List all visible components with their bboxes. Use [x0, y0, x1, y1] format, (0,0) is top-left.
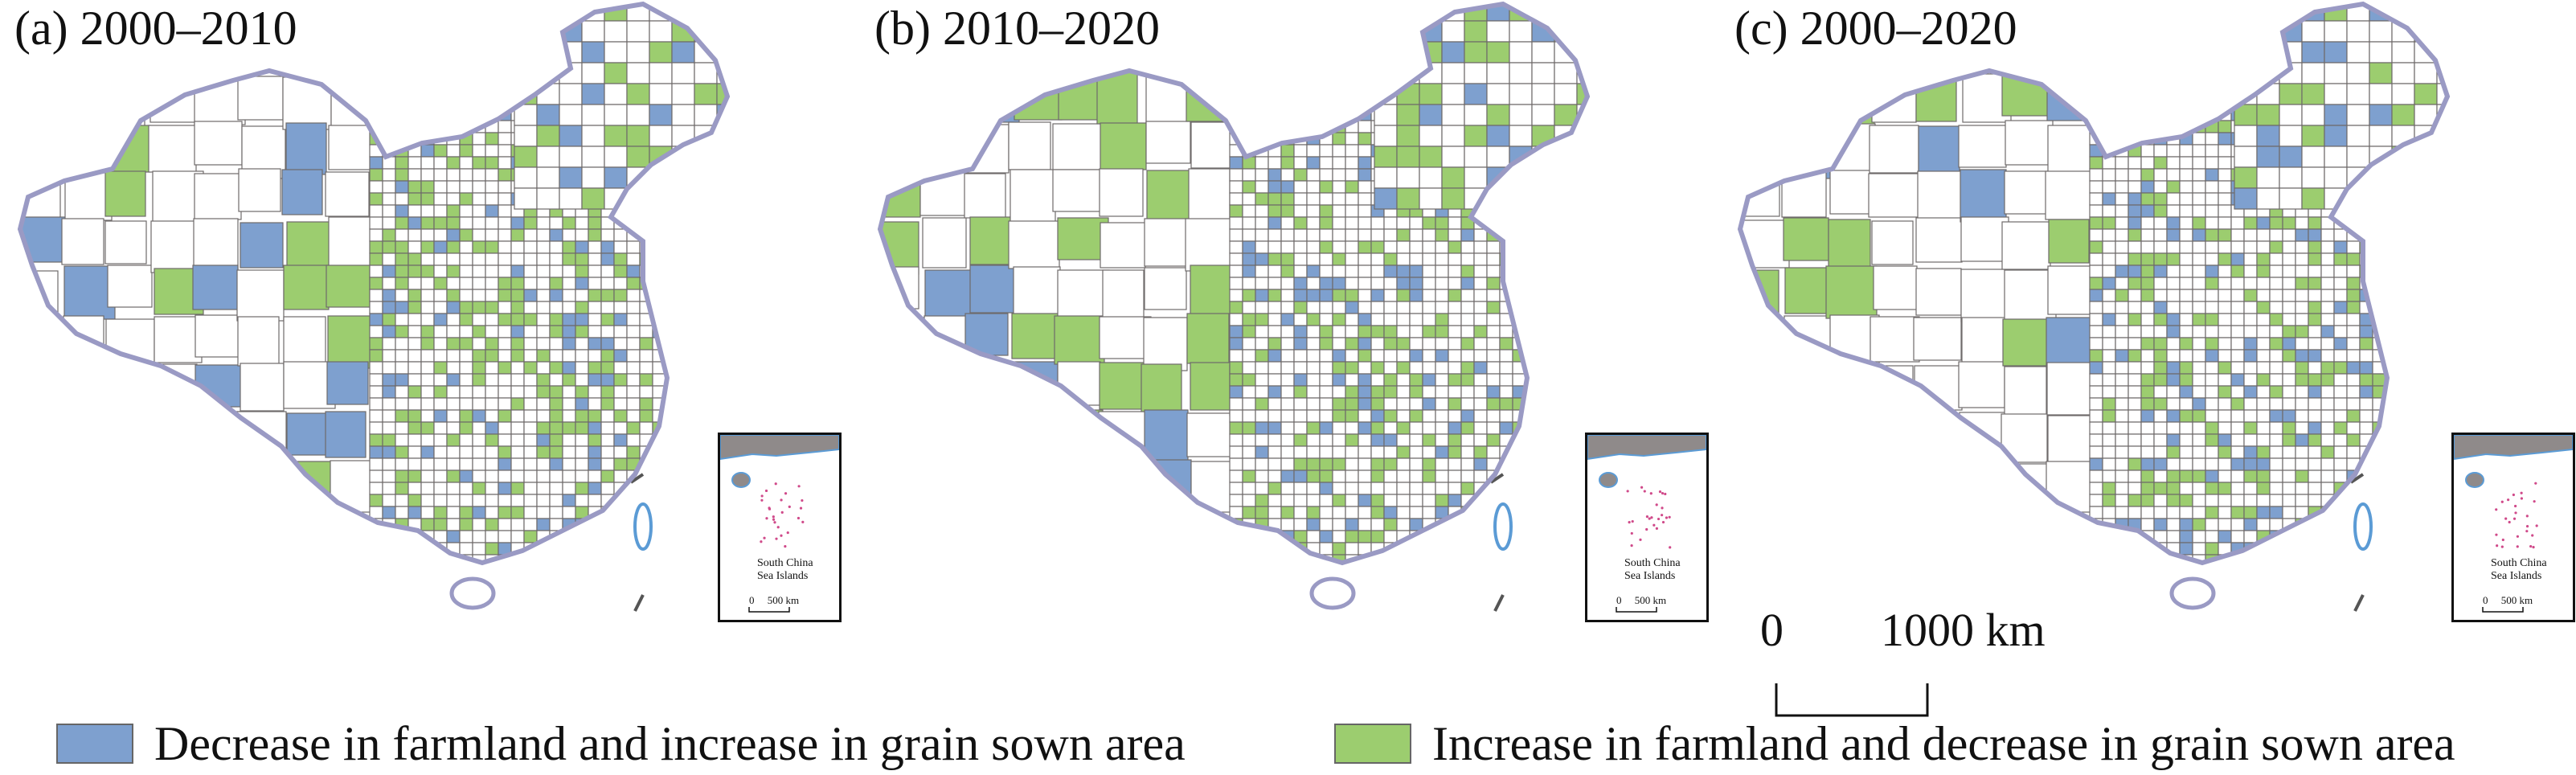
- map-panel-a: (a) 2000–2010 South China Sea Islands 0 5…: [0, 0, 852, 643]
- legend-label-decrease: Decrease in farmland and increase in gra…: [154, 716, 1186, 770]
- legend-swatch-blue: [56, 724, 133, 764]
- inset-label-a: South China Sea Islands: [757, 557, 813, 582]
- inset-scale-b: 0 500 km: [1616, 594, 1667, 606]
- map-panel-c: (c) 2000–2020 South China Sea Islands 0 5…: [1720, 0, 2575, 643]
- legend-item-increase: Increase in farmland and decrease in gra…: [1334, 716, 2455, 772]
- legend-label-increase: Increase in farmland and decrease in gra…: [1432, 716, 2455, 770]
- scale-zero: 0: [1760, 604, 1784, 656]
- map-panel-b: (b) 2010–2020 South China Sea Islands 0 5…: [860, 0, 1712, 643]
- china-map-a: [17, 1, 731, 612]
- scale-bar-line: [1775, 683, 1929, 717]
- south-china-sea-inset-b: South China Sea Islands 0 500 km: [1585, 433, 1709, 622]
- legend-item-decrease: Decrease in farmland and increase in gra…: [56, 716, 1186, 772]
- hainan-taiwan-c: [2169, 473, 2373, 612]
- panel-title-b: (b) 2010–2020: [874, 2, 1160, 55]
- panel-title-c: (c) 2000–2020: [1734, 2, 2017, 55]
- china-border-a: [17, 1, 731, 566]
- scale-value: 1000 km: [1881, 604, 2046, 656]
- china-map-c: [1737, 1, 2451, 612]
- hainan-taiwan-b: [1309, 473, 1513, 612]
- hainan-taiwan-a: [449, 473, 653, 612]
- china-border-c: [1737, 1, 2451, 566]
- inset-label-c: South China Sea Islands: [2491, 557, 2547, 582]
- inset-map-c: [2454, 435, 2573, 613]
- china-map-b: [877, 1, 1591, 612]
- inset-map-b: [1587, 435, 1706, 613]
- inset-scale-a: 0 500 km: [749, 594, 800, 606]
- inset-map-a: [720, 435, 839, 613]
- panel-title-a: (a) 2000–2010: [14, 2, 297, 55]
- south-china-sea-inset-c: South China Sea Islands 0 500 km: [2451, 433, 2575, 622]
- south-china-sea-inset-a: South China Sea Islands 0 500 km: [718, 433, 842, 622]
- china-border-b: [877, 1, 1591, 566]
- inset-label-b: South China Sea Islands: [1624, 557, 1681, 582]
- inset-scale-c: 0 500 km: [2483, 594, 2533, 606]
- legend-swatch-green: [1334, 724, 1411, 764]
